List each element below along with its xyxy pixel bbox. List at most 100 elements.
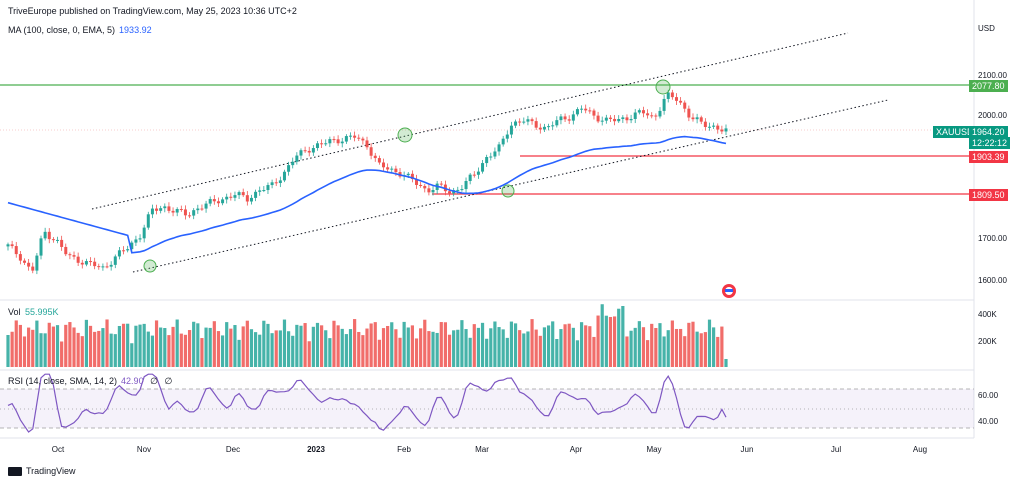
volume-bar — [559, 329, 563, 367]
volume-bar — [64, 324, 68, 367]
volume-bar — [522, 333, 526, 367]
candle-body — [18, 254, 22, 261]
volume-bar — [571, 327, 575, 367]
candle-body — [575, 109, 579, 115]
volume-bar — [105, 319, 109, 367]
candle-body — [299, 150, 303, 156]
candle-body — [666, 92, 670, 99]
volume-legend[interactable]: Vol 55.995K — [8, 307, 59, 317]
volume-bar — [431, 331, 435, 367]
volume-bar — [196, 323, 200, 367]
candle-body — [604, 117, 608, 121]
volume-bar — [637, 321, 641, 367]
volume-bar — [546, 325, 551, 367]
candle-body — [538, 127, 542, 130]
volume-bar — [381, 328, 386, 367]
candle-body — [113, 256, 117, 265]
volume-bar — [419, 328, 423, 367]
volume-bar — [447, 334, 452, 367]
volume-bar — [427, 331, 431, 367]
candle-body — [266, 185, 270, 191]
candle-body — [382, 162, 386, 168]
vol-tick-400k: 400K — [978, 310, 997, 319]
candle-body — [481, 163, 485, 172]
volume-bar — [402, 321, 406, 367]
volume-bar — [212, 321, 216, 367]
volume-bar — [567, 323, 571, 367]
candle-body — [200, 208, 204, 210]
candle-body — [35, 255, 39, 271]
volume-bar — [699, 333, 703, 367]
candle-body — [159, 208, 163, 211]
candle-body — [621, 117, 625, 119]
volume-bar — [315, 322, 320, 367]
candle-body — [600, 120, 604, 122]
x-tick-nov: Nov — [136, 445, 152, 454]
candle-body — [68, 254, 72, 256]
volume-bar — [344, 334, 348, 367]
volume-bar — [707, 319, 712, 367]
candle-body — [105, 266, 109, 268]
candle-body — [328, 139, 332, 144]
volume-bar — [200, 338, 204, 367]
volume-legend-value: 55.995K — [25, 307, 59, 317]
candle-body — [188, 215, 192, 217]
candle-body — [278, 180, 282, 184]
candle-body — [613, 118, 617, 122]
candle-body — [84, 261, 88, 265]
candle-body — [274, 182, 278, 184]
volume-bar — [22, 336, 27, 367]
candle-body — [204, 203, 208, 209]
candle-body — [641, 110, 645, 114]
volume-bar — [258, 334, 262, 367]
candle-body — [427, 188, 431, 193]
volume-bar — [472, 324, 476, 367]
candle-body — [596, 115, 600, 122]
candle-body — [415, 179, 419, 185]
volume-bar — [27, 327, 31, 367]
tradingview-branding[interactable]: TradingView — [8, 466, 76, 476]
candle-body — [221, 199, 225, 204]
x-tick-mar: Mar — [475, 445, 489, 454]
x-tick-oct: Oct — [51, 445, 65, 454]
rsi-legend-extra2: ∅ — [164, 376, 173, 386]
rsi-legend[interactable]: RSI (14, close, SMA, 14, 2) 42.90 ∅ ∅ — [8, 376, 172, 387]
volume-bar — [625, 336, 629, 367]
volume-bar — [237, 339, 241, 367]
highlight-circle-feb — [397, 127, 413, 143]
candle-body — [134, 239, 138, 243]
volume-bar — [687, 322, 691, 367]
last-price-tag: 1964.20 — [969, 126, 1008, 138]
volume-bar — [493, 321, 497, 367]
candle-body — [468, 174, 472, 181]
volume-bar — [621, 306, 625, 367]
candle-body — [365, 140, 369, 148]
volume-bar — [311, 326, 315, 367]
candle-body — [163, 206, 167, 209]
volume-bar — [249, 329, 254, 367]
candle-body — [720, 129, 724, 132]
candle-body — [472, 174, 476, 176]
volume-bar — [121, 323, 126, 367]
candle-body — [679, 100, 683, 103]
volume-bar — [501, 329, 505, 367]
candle-body — [31, 266, 35, 271]
ma-legend[interactable]: MA (100, close, 0, EMA, 5) 1933.92 — [8, 25, 152, 35]
candle-body — [72, 255, 76, 257]
volume-bar — [35, 320, 39, 367]
volume-bar — [423, 319, 427, 367]
volume-bar — [670, 320, 674, 367]
candle-body — [505, 134, 509, 139]
countdown-tag: 12:22:12 — [969, 137, 1011, 149]
volume-bar — [505, 337, 509, 367]
rsi-legend-value: 42.90 — [121, 376, 144, 386]
candle-body — [448, 191, 452, 194]
volume-bar — [6, 335, 10, 367]
volume-bar — [353, 319, 357, 367]
candle-body — [225, 196, 229, 200]
candle-body — [646, 113, 650, 116]
volume-bar — [233, 325, 237, 367]
candle-body — [464, 180, 468, 190]
rsi-band — [0, 389, 974, 428]
